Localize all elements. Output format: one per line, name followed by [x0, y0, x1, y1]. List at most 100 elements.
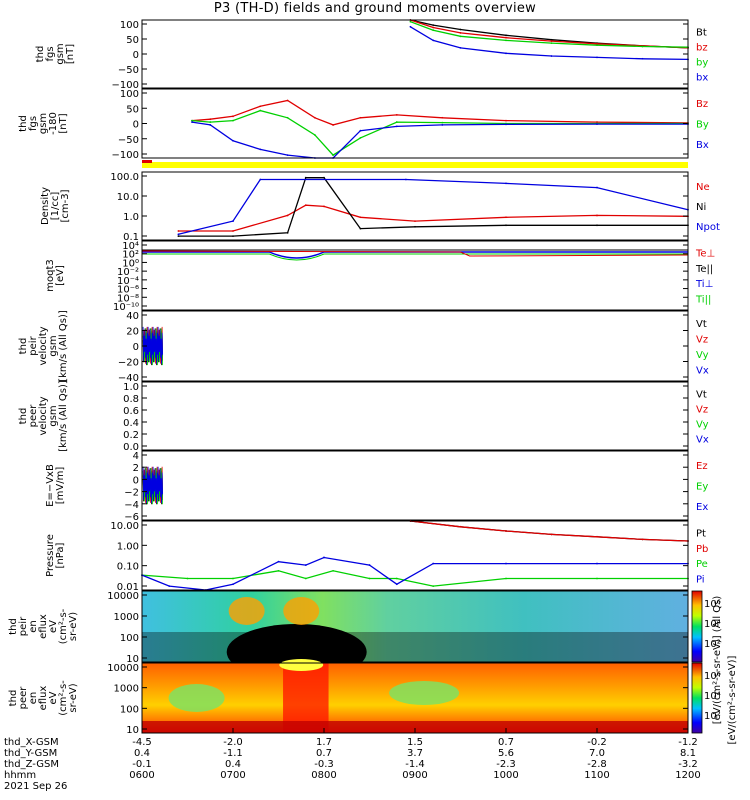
y-tick-label: 10 [126, 654, 139, 665]
series-point-bx [596, 56, 598, 59]
series-bz [410, 19, 689, 49]
panel-efield: 420 −2−4−6 E=−VxB [mV/m] Ez Ey Ex [45, 450, 708, 523]
series-point-bz [209, 118, 212, 121]
series-point-bx [259, 148, 262, 151]
x-tick-value: 1.5 [407, 737, 423, 748]
series-bx [410, 26, 689, 61]
series-pe [141, 570, 688, 587]
panel-fgs: 100 50 0 −50 −100 thd fgs gsm [nT] Bt bz by bx [35, 19, 708, 91]
series-point-ni [596, 224, 598, 227]
legend-vt: Vt [696, 319, 707, 330]
series-point-ni [177, 235, 180, 238]
series-point-by [191, 119, 193, 122]
page-title: P3 (TH-D) fields and ground moments over… [213, 1, 537, 16]
y-tick-label: 10 [126, 725, 139, 736]
series-by [410, 21, 689, 48]
y-tick-label: 10⁻⁸ [117, 293, 139, 304]
series-point-bz [596, 121, 598, 123]
legend-ez: Ez [696, 461, 708, 472]
legend-pb: Pb [696, 544, 708, 555]
series-point-pe [304, 577, 307, 580]
ion-hot-spot [228, 597, 265, 625]
y-tick-label: 10.0 [117, 192, 139, 203]
series-point-bz [395, 113, 398, 116]
y-tick-label: 0 [133, 50, 139, 61]
series-point-pe [368, 577, 371, 580]
series-point-ne [304, 204, 307, 207]
y-axis-label: eflux [38, 686, 49, 711]
y-tick-label: 0 [133, 342, 139, 353]
series-point-ne [505, 216, 507, 219]
series-point-by [596, 44, 598, 47]
mode-bar-red [142, 160, 152, 163]
series-point-by [441, 121, 444, 124]
x-tick-value: 0900 [402, 770, 427, 781]
y-tick-label: −20 [118, 358, 139, 369]
y-axis-label: thd [18, 338, 29, 355]
series-point-pi [277, 560, 280, 563]
y-axis-label: peir [28, 335, 39, 355]
series-point-npot [405, 178, 407, 181]
legend-vy: Vy [696, 350, 709, 361]
y-axis-label: gsm [55, 43, 66, 64]
y-tick-label: −4 [124, 500, 139, 511]
legend-vz: Vz [696, 405, 708, 416]
y-tick-label: 100 [120, 89, 139, 100]
series-point-ni [505, 224, 507, 227]
legend-vz: Vz [696, 334, 708, 345]
y-axis-label: moqt3 [45, 259, 56, 292]
colorbar-label: [eV/(cm²-s-sr-eV)] (All Qs) [712, 596, 723, 725]
y-axis-label: en [28, 620, 39, 633]
x-tick-value: 0.4 [225, 759, 241, 770]
series-point-pi [232, 583, 234, 586]
y-tick-label: 0.4 [123, 418, 139, 429]
panel-pressure: 10.00 1.00 0.10 0.01 Pressure [nPa] Pt Pb Pe Pi [45, 520, 708, 593]
y-axis-label: gsm [38, 113, 49, 134]
x-tick-value: 1000 [493, 770, 518, 781]
y-tick-label: 0.2 [123, 430, 139, 441]
series-point-pb [596, 535, 598, 538]
series-point-bx [505, 123, 507, 126]
colorbar-tick-label: 10⁶ [704, 671, 721, 682]
colorbar-tick-label: 10² [704, 711, 721, 722]
panel-frame [141, 240, 689, 311]
series-point-pb [641, 538, 644, 541]
series-point-bz [314, 116, 316, 119]
series-point-pb [505, 530, 507, 532]
x-tick-value: 3.7 [407, 748, 423, 759]
x-tick-value: 0.7 [498, 737, 514, 748]
series-point-pe [332, 569, 334, 572]
x-tick-value: -1.1 [223, 748, 243, 759]
series-point-pi [368, 564, 371, 566]
y-axis-label: [km/s (All Qs)] [58, 380, 69, 452]
series-point-by [332, 154, 334, 157]
legend-vx: Vx [696, 365, 709, 376]
series-point-ni [323, 176, 325, 179]
x-tick-value: 0.7 [316, 748, 332, 759]
y-tick-label: 0.1 [123, 232, 139, 243]
series-point-pi [505, 562, 507, 565]
y-axis-label: fgs [28, 116, 39, 131]
y-axis-label: gsm [48, 405, 59, 426]
series-point-pb [550, 533, 553, 536]
ion-hot-spot [283, 597, 320, 625]
legend-te: Te⊥ [695, 249, 715, 260]
series-point-bx [432, 39, 435, 42]
series-point-pe [596, 577, 598, 580]
y-axis-label: [cm-3] [60, 189, 71, 222]
y-tick-label: 0 [133, 120, 139, 131]
series-point-bz [459, 32, 462, 34]
series-point-bz [232, 115, 234, 118]
series-point-bx [641, 57, 644, 60]
y-axis-label: thd [35, 46, 46, 63]
series-point-bz [286, 99, 289, 102]
x-tick-value: 0700 [220, 770, 245, 781]
y-tick-label: 10⁻⁶ [117, 285, 139, 296]
y-tick-label: 1.0 [123, 382, 139, 393]
y-tick-label: 10⁻⁴ [117, 276, 139, 287]
series-point-by [359, 136, 362, 139]
y-tick-label: 1.00 [117, 541, 139, 552]
y-tick-label: 100 [120, 704, 139, 715]
panel-frame [141, 381, 689, 451]
series-point-pi [168, 585, 171, 587]
